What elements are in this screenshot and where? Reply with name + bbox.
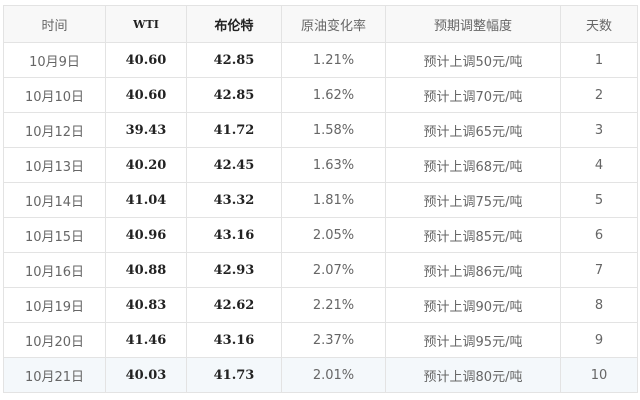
table-row: 10月12日 39.43 41.72 1.58% 预计上调65元/吨 3: [3, 112, 638, 148]
days-cell: 3: [560, 112, 638, 148]
days-cell: 4: [560, 147, 638, 183]
wti-cell: 40.03: [105, 357, 187, 393]
change-rate-cell: 1.81%: [281, 182, 386, 218]
date-cell: 10月21日: [3, 357, 106, 393]
wti-cell: 39.43: [105, 112, 187, 148]
days-cell: 10: [560, 357, 638, 393]
days-cell: 7: [560, 252, 638, 288]
table-row: 10月20日 41.46 43.16 2.37% 预计上调95元/吨 9: [3, 322, 638, 358]
adjustment-cell: 预计上调95元/吨: [385, 322, 561, 358]
change-rate-cell: 2.21%: [281, 287, 386, 323]
wti-cell: 40.83: [105, 287, 187, 323]
adjustment-cell: 预计上调86元/吨: [385, 252, 561, 288]
change-rate-cell: 1.62%: [281, 77, 386, 113]
header-date: 时间: [3, 5, 106, 43]
days-cell: 2: [560, 77, 638, 113]
wti-cell: 41.04: [105, 182, 187, 218]
table-row: 10月15日 40.96 43.16 2.05% 预计上调85元/吨 6: [3, 217, 638, 253]
wti-cell: 41.46: [105, 322, 187, 358]
header-wti: WTI: [105, 5, 187, 43]
adjustment-cell: 预计上调50元/吨: [385, 42, 561, 78]
adjustment-cell: 预计上调70元/吨: [385, 77, 561, 113]
adjustment-cell: 预计上调80元/吨: [385, 357, 561, 393]
change-rate-cell: 2.05%: [281, 217, 386, 253]
wti-cell: 40.60: [105, 42, 187, 78]
adjustment-cell: 预计上调65元/吨: [385, 112, 561, 148]
brent-cell: 41.72: [186, 112, 282, 148]
brent-cell: 43.32: [186, 182, 282, 218]
brent-cell: 42.85: [186, 77, 282, 113]
date-cell: 10月14日: [3, 182, 106, 218]
date-cell: 10月20日: [3, 322, 106, 358]
change-rate-cell: 2.37%: [281, 322, 386, 358]
days-cell: 9: [560, 322, 638, 358]
brent-cell: 43.16: [186, 217, 282, 253]
wti-cell: 40.96: [105, 217, 187, 253]
header-days: 天数: [560, 5, 638, 43]
change-rate-cell: 2.01%: [281, 357, 386, 393]
date-cell: 10月9日: [3, 42, 106, 78]
header-row: 时间 WTI 布伦特 原油变化率 预期调整幅度 天数: [3, 5, 638, 43]
change-rate-cell: 2.07%: [281, 252, 386, 288]
brent-cell: 43.16: [186, 322, 282, 358]
adjustment-cell: 预计上调75元/吨: [385, 182, 561, 218]
table-row: 10月16日 40.88 42.93 2.07% 预计上调86元/吨 7: [3, 252, 638, 288]
brent-cell: 42.85: [186, 42, 282, 78]
wti-cell: 40.60: [105, 77, 187, 113]
change-rate-cell: 1.21%: [281, 42, 386, 78]
days-cell: 6: [560, 217, 638, 253]
date-cell: 10月13日: [3, 147, 106, 183]
wti-cell: 40.88: [105, 252, 187, 288]
header-brent: 布伦特: [186, 5, 282, 43]
days-cell: 1: [560, 42, 638, 78]
adjustment-cell: 预计上调68元/吨: [385, 147, 561, 183]
change-rate-cell: 1.63%: [281, 147, 386, 183]
days-cell: 5: [560, 182, 638, 218]
date-cell: 10月12日: [3, 112, 106, 148]
table-row: 10月21日 40.03 41.73 2.01% 预计上调80元/吨 10: [3, 357, 638, 393]
table-row: 10月9日 40.60 42.85 1.21% 预计上调50元/吨 1: [3, 42, 638, 78]
table-row: 10月10日 40.60 42.85 1.62% 预计上调70元/吨 2: [3, 77, 638, 113]
date-cell: 10月10日: [3, 77, 106, 113]
days-cell: 8: [560, 287, 638, 323]
change-rate-cell: 1.58%: [281, 112, 386, 148]
adjustment-cell: 预计上调85元/吨: [385, 217, 561, 253]
table-row: 10月14日 41.04 43.32 1.81% 预计上调75元/吨 5: [3, 182, 638, 218]
table-row: 10月19日 40.83 42.62 2.21% 预计上调90元/吨 8: [3, 287, 638, 323]
brent-cell: 42.45: [186, 147, 282, 183]
brent-cell: 41.73: [186, 357, 282, 393]
header-expected-adjustment: 预期调整幅度: [385, 5, 561, 43]
brent-cell: 42.93: [186, 252, 282, 288]
brent-cell: 42.62: [186, 287, 282, 323]
oil-price-table: 时间 WTI 布伦特 原油变化率 预期调整幅度 天数 10月9日 40.60 42.…: [3, 5, 638, 393]
date-cell: 10月15日: [3, 217, 106, 253]
table-row: 10月13日 40.20 42.45 1.63% 预计上调68元/吨 4: [3, 147, 638, 183]
wti-cell: 40.20: [105, 147, 187, 183]
date-cell: 10月16日: [3, 252, 106, 288]
date-cell: 10月19日: [3, 287, 106, 323]
adjustment-cell: 预计上调90元/吨: [385, 287, 561, 323]
header-change-rate: 原油变化率: [281, 5, 386, 43]
